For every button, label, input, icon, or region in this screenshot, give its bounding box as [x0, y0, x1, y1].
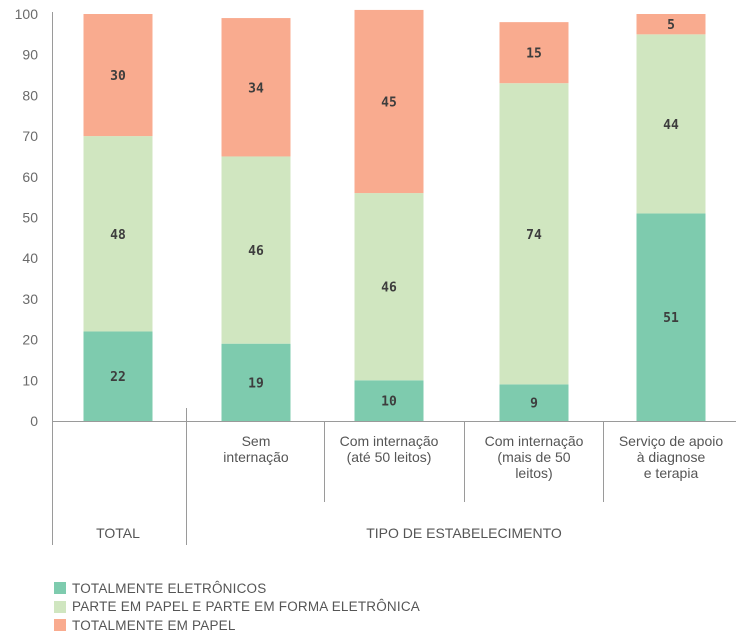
bar-segment [499, 384, 569, 421]
y-tick-label: 30 [22, 291, 38, 307]
bar-segment [499, 22, 569, 84]
x-category-label: à diagnose [637, 449, 706, 465]
data-label: 46 [248, 244, 264, 259]
x-category-label: leitos) [515, 465, 552, 481]
bar-segment [221, 18, 291, 157]
stacked-bar-chart: 0 10 20 30 40 50 60 70 80 90 100 22 19 10 9 51 48 46 46 74 4… [15, 6, 736, 545]
data-label: 19 [248, 376, 264, 391]
data-label: 48 [110, 228, 126, 243]
data-label: 5 [667, 18, 675, 33]
legend-label-papel: TOTALMENTE EM PAPEL [72, 617, 236, 633]
group-label-total: TOTAL [96, 525, 140, 541]
bar-segment [636, 213, 706, 421]
bar-segment [636, 34, 706, 214]
bar-segment [83, 136, 153, 332]
legend-swatch-eletronicos [54, 582, 66, 595]
bar-segment [499, 83, 569, 385]
y-tick-label: 60 [22, 169, 38, 185]
y-tick-label: 70 [22, 128, 38, 144]
data-label: 30 [110, 69, 126, 84]
y-tick-label: 50 [22, 210, 38, 226]
legend-item-papel: TOTALMENTE EM PAPEL [54, 616, 420, 635]
data-label: 9 [530, 397, 538, 412]
bar-segment [83, 14, 153, 137]
bar-segment [354, 380, 424, 421]
y-tick-label: 10 [22, 372, 38, 388]
x-category-label: Com internação [340, 433, 439, 449]
bar-segment [83, 331, 153, 421]
y-tick-label: 90 [22, 47, 38, 63]
bar-segment [354, 9, 424, 194]
data-label: 51 [663, 311, 679, 326]
data-label: 44 [663, 118, 679, 133]
bar-segment [221, 156, 291, 344]
data-label: 15 [526, 47, 542, 62]
data-label: 45 [381, 96, 397, 111]
data-label: 10 [381, 395, 397, 410]
bar-segment [636, 14, 706, 35]
data-label: 46 [381, 281, 397, 296]
x-category-label: internação [223, 449, 289, 465]
x-category-label: Com internação [485, 433, 584, 449]
y-tick-label: 80 [22, 87, 38, 103]
y-tick-label: 0 [30, 413, 38, 429]
legend: TOTALMENTE ELETRÔNICOS PARTE EM PAPEL E … [54, 579, 420, 635]
legend-item-eletronicos: TOTALMENTE ELETRÔNICOS [54, 579, 420, 598]
y-tick-label: 20 [22, 332, 38, 348]
legend-swatch-misto [54, 600, 66, 613]
bar-segment [354, 193, 424, 381]
x-category-label: (mais de 50 [497, 449, 570, 465]
legend-item-misto: PARTE EM PAPEL E PARTE EM FORMA ELETRÔNI… [54, 598, 420, 617]
data-label: 74 [526, 228, 542, 243]
legend-label-eletronicos: TOTALMENTE ELETRÔNICOS [72, 580, 267, 596]
legend-label-misto: PARTE EM PAPEL E PARTE EM FORMA ELETRÔNI… [72, 599, 420, 615]
y-tick-label: 100 [15, 6, 39, 22]
bar-segment [221, 343, 291, 421]
y-tick-label: 40 [22, 250, 38, 266]
legend-swatch-papel [54, 619, 66, 632]
group-label-tipo: TIPO DE ESTABELECIMENTO [366, 525, 562, 541]
x-category-label: e terapia [644, 465, 699, 481]
data-label: 22 [110, 370, 126, 385]
x-category-label: Serviço de apoio [619, 433, 724, 449]
x-category-label: Sem [242, 433, 271, 449]
data-label: 34 [248, 81, 264, 96]
x-category-label: (até 50 leitos) [347, 449, 432, 465]
